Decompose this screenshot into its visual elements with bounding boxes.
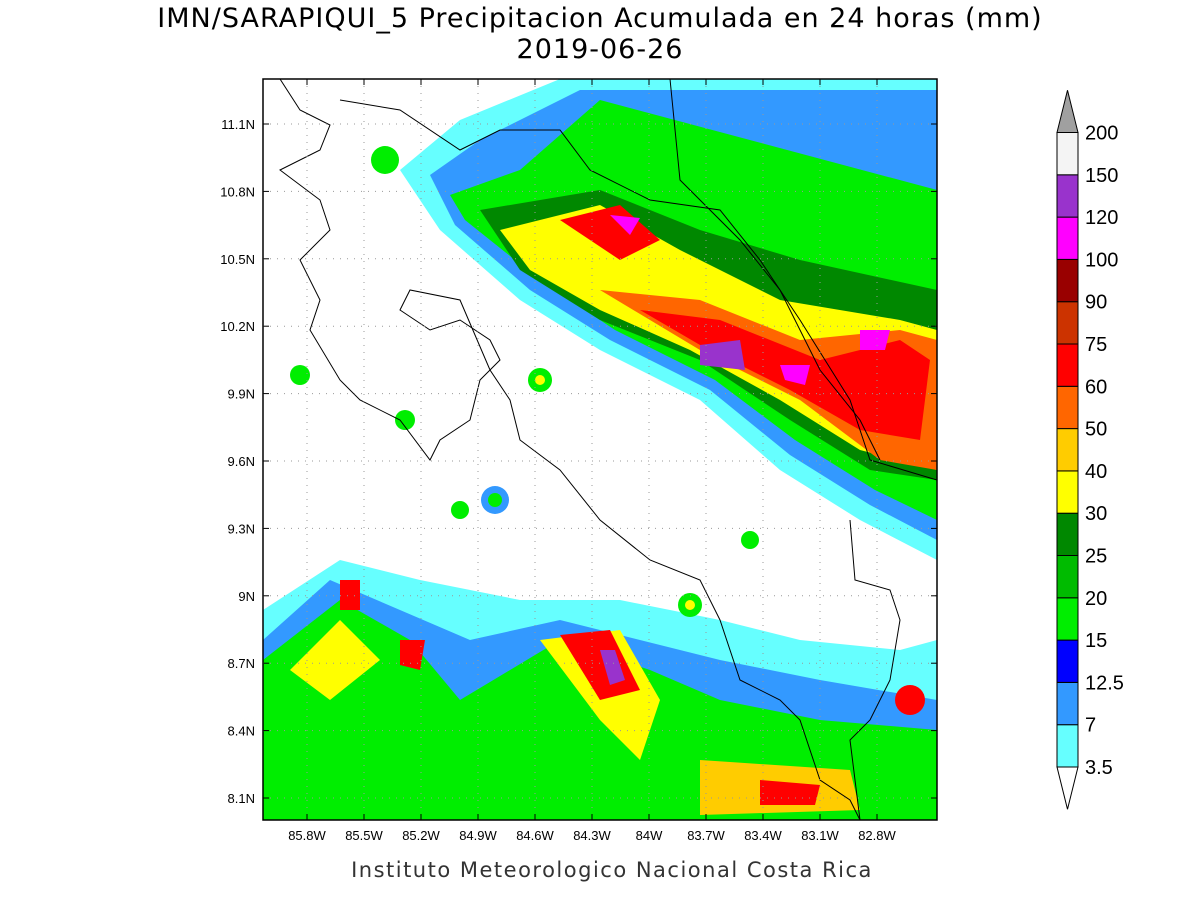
lat-tick-label: 10.2N	[220, 319, 255, 334]
colorbar-box	[1056, 343, 1079, 387]
colorbar-label: 25	[1085, 546, 1107, 568]
precip-field	[263, 79, 937, 820]
coastlines	[279, 79, 937, 820]
lat-tick-label: 8.4N	[228, 724, 255, 739]
colorbar-box	[1056, 639, 1079, 683]
lon-tick-label: 83.1W	[801, 828, 839, 843]
colorbar-box	[1056, 597, 1079, 641]
colorbar-box	[1056, 470, 1079, 514]
lat-tick-label: 11.1N	[221, 117, 255, 132]
lon-tick-label: 84.6W	[516, 828, 554, 843]
colorbar-label: 20	[1085, 588, 1107, 610]
title: IMN/SARAPIQUI_5 Precipitacion Acumulada …	[157, 3, 1042, 34]
lon-tick-label: 85.8W	[288, 828, 326, 843]
colorbar-label: 90	[1085, 292, 1107, 314]
colorbar-box	[1056, 512, 1079, 557]
colorbar-label: 30	[1085, 503, 1107, 525]
colorbar-label: 3.5	[1085, 757, 1113, 779]
lon-tick-label: 85.2W	[402, 828, 440, 843]
colorbar-box	[1056, 301, 1079, 345]
colorbar-label: 100	[1085, 249, 1118, 271]
lon-tick-label: 83.7W	[687, 828, 725, 843]
colorbar-box	[1056, 555, 1079, 599]
colorbar-label: 50	[1085, 419, 1107, 441]
colorbar-box	[1056, 724, 1079, 768]
colorbar-label: 60	[1085, 376, 1107, 398]
colorbar: 3.5 7 12.5 15 20 25 30 40 50 60 75 90 100 120 150 200	[1056, 90, 1124, 810]
lon-tick-label: 84.3W	[573, 828, 611, 843]
lat-tick-label: 9.6N	[228, 454, 255, 469]
colorbar-label: 200	[1085, 123, 1118, 145]
footer: Instituto Meteorologico Nacional Costa R…	[351, 858, 873, 882]
colorbar-box	[1056, 216, 1079, 260]
colorbar-over	[1056, 90, 1079, 133]
colorbar-box	[1056, 174, 1079, 218]
colorbar-label: 150	[1085, 165, 1118, 187]
colorbar-label: 120	[1085, 207, 1118, 229]
colorbar-box	[1056, 681, 1079, 726]
lat-tick-label: 9N	[238, 589, 255, 604]
lat-tick-label: 10.5N	[220, 252, 255, 267]
colorbar-label: 12.5	[1085, 672, 1124, 694]
lon-tick-label: 85.5W	[345, 828, 383, 843]
lat-tick-label: 9.9N	[228, 387, 255, 402]
colorbar-box	[1056, 258, 1079, 303]
colorbar-label: 75	[1085, 334, 1107, 356]
lon-tick-label: 83.4W	[744, 828, 782, 843]
colorbar-label: 40	[1085, 461, 1107, 483]
lon-tick-label: 82.8W	[858, 828, 896, 843]
lat-tick-label: 9.3N	[228, 521, 255, 536]
colorbar-box	[1056, 132, 1079, 176]
lat-tick-label: 10.8N	[220, 184, 255, 199]
lon-tick-label: 84.9W	[459, 828, 497, 843]
lon-tick-label: 84W	[636, 828, 663, 843]
colorbar-box	[1056, 428, 1079, 472]
lat-tick-label: 8.7N	[228, 656, 255, 671]
colorbar-label: 7	[1085, 715, 1096, 737]
colorbar-box	[1056, 385, 1079, 430]
lat-tick-label: 8.1N	[228, 791, 255, 806]
colorbar-under	[1056, 766, 1079, 810]
map-frame	[262, 78, 938, 821]
subtitle: 2019-06-26	[517, 34, 684, 65]
axes: 11.1N 10.8N 10.5N 10.2N 9.9N 9.6N 9.3N 9N 8.7N 8.…	[220, 79, 937, 843]
colorbar-label: 15	[1085, 630, 1107, 652]
